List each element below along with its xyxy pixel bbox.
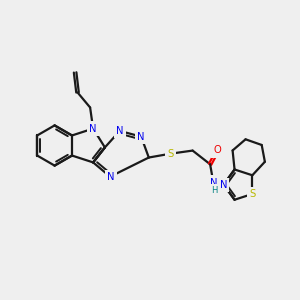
Text: N: N bbox=[107, 172, 115, 182]
Text: N: N bbox=[220, 180, 227, 190]
Text: N: N bbox=[89, 124, 97, 134]
Text: S: S bbox=[167, 149, 174, 159]
Text: N: N bbox=[137, 132, 145, 142]
Text: H: H bbox=[211, 186, 217, 195]
Text: N: N bbox=[116, 126, 124, 136]
Text: O: O bbox=[214, 146, 221, 155]
Text: S: S bbox=[249, 189, 256, 199]
Text: N: N bbox=[210, 178, 218, 188]
